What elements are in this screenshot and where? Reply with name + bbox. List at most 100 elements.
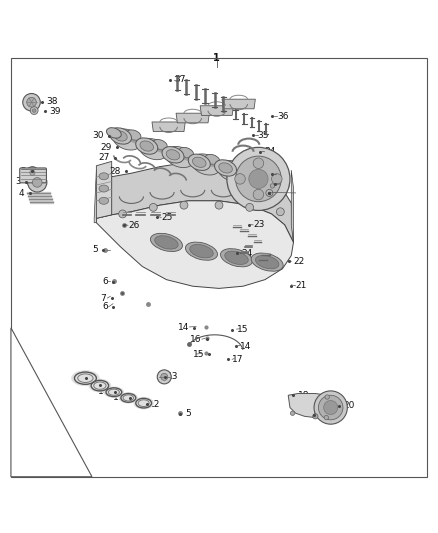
Text: 14: 14	[240, 342, 251, 351]
Text: 31: 31	[273, 189, 285, 197]
Ellipse shape	[140, 141, 153, 151]
Ellipse shape	[205, 155, 220, 165]
Circle shape	[30, 170, 35, 175]
Text: 2: 2	[21, 166, 26, 175]
Text: 19: 19	[319, 410, 330, 419]
Ellipse shape	[165, 147, 194, 167]
Polygon shape	[96, 162, 293, 243]
Text: 14: 14	[178, 324, 189, 332]
Text: 35: 35	[258, 131, 269, 140]
Text: 39: 39	[49, 107, 60, 116]
Ellipse shape	[114, 131, 127, 141]
Text: 22: 22	[293, 257, 305, 266]
Circle shape	[318, 395, 343, 420]
Text: 16: 16	[191, 335, 202, 344]
Ellipse shape	[99, 185, 109, 192]
Circle shape	[266, 189, 273, 197]
Ellipse shape	[251, 253, 283, 271]
Text: 4: 4	[19, 189, 25, 198]
Circle shape	[253, 189, 264, 200]
Polygon shape	[291, 170, 293, 243]
Text: 6: 6	[102, 302, 108, 311]
Ellipse shape	[110, 128, 131, 144]
Text: 17: 17	[232, 355, 244, 364]
Ellipse shape	[106, 128, 121, 138]
Circle shape	[215, 201, 223, 209]
Circle shape	[313, 414, 318, 419]
Text: 3: 3	[15, 177, 21, 186]
Ellipse shape	[126, 130, 141, 140]
Text: 13: 13	[167, 373, 178, 382]
Circle shape	[249, 169, 268, 189]
Circle shape	[270, 184, 275, 188]
Text: 29: 29	[100, 143, 112, 152]
Circle shape	[27, 98, 36, 107]
Ellipse shape	[255, 255, 279, 269]
Ellipse shape	[104, 386, 124, 398]
Ellipse shape	[191, 154, 220, 175]
Circle shape	[149, 204, 157, 211]
Circle shape	[227, 147, 290, 211]
Ellipse shape	[119, 392, 138, 403]
Text: 10: 10	[99, 387, 110, 396]
Circle shape	[290, 411, 295, 415]
Ellipse shape	[225, 251, 248, 264]
Text: 15: 15	[237, 325, 248, 334]
Circle shape	[325, 395, 329, 399]
Circle shape	[32, 177, 42, 187]
Polygon shape	[152, 122, 185, 132]
Text: 38: 38	[46, 98, 58, 106]
Polygon shape	[94, 166, 112, 223]
Text: 9: 9	[89, 381, 95, 390]
Circle shape	[32, 109, 36, 112]
Ellipse shape	[188, 154, 210, 171]
Text: 12: 12	[149, 400, 161, 408]
Text: 8: 8	[75, 373, 81, 382]
Polygon shape	[200, 106, 233, 115]
Circle shape	[272, 174, 282, 184]
Text: 15: 15	[193, 350, 204, 359]
Circle shape	[246, 204, 254, 211]
Polygon shape	[222, 99, 255, 109]
Ellipse shape	[150, 233, 183, 252]
Circle shape	[235, 174, 245, 184]
Polygon shape	[96, 201, 293, 288]
Ellipse shape	[88, 379, 111, 392]
Circle shape	[119, 210, 127, 218]
Ellipse shape	[215, 160, 237, 176]
Ellipse shape	[113, 129, 141, 150]
Circle shape	[28, 173, 47, 192]
Ellipse shape	[190, 245, 213, 258]
Text: 5: 5	[92, 245, 98, 254]
Circle shape	[236, 156, 281, 201]
FancyBboxPatch shape	[20, 168, 46, 183]
Text: 6: 6	[102, 277, 108, 286]
Circle shape	[26, 167, 39, 179]
Text: 27: 27	[98, 154, 110, 163]
Ellipse shape	[193, 157, 206, 167]
Ellipse shape	[136, 138, 158, 154]
Text: 26: 26	[128, 221, 139, 230]
Polygon shape	[288, 393, 331, 418]
Text: 23: 23	[253, 220, 265, 229]
Ellipse shape	[152, 140, 167, 150]
Circle shape	[324, 400, 338, 415]
Text: 33: 33	[276, 169, 287, 178]
Text: 11: 11	[113, 393, 124, 402]
Circle shape	[30, 107, 38, 115]
Text: 5: 5	[185, 409, 191, 418]
Text: 20: 20	[343, 401, 355, 410]
Text: 30: 30	[92, 132, 103, 141]
Text: 28: 28	[109, 166, 120, 175]
Ellipse shape	[162, 147, 184, 163]
Text: 24: 24	[241, 249, 252, 258]
Ellipse shape	[185, 242, 218, 260]
Ellipse shape	[218, 160, 247, 182]
Text: 25: 25	[161, 213, 173, 222]
Circle shape	[180, 201, 188, 209]
Circle shape	[276, 208, 284, 216]
Ellipse shape	[71, 370, 99, 386]
Circle shape	[23, 93, 40, 111]
Circle shape	[253, 158, 264, 168]
Ellipse shape	[99, 173, 109, 180]
